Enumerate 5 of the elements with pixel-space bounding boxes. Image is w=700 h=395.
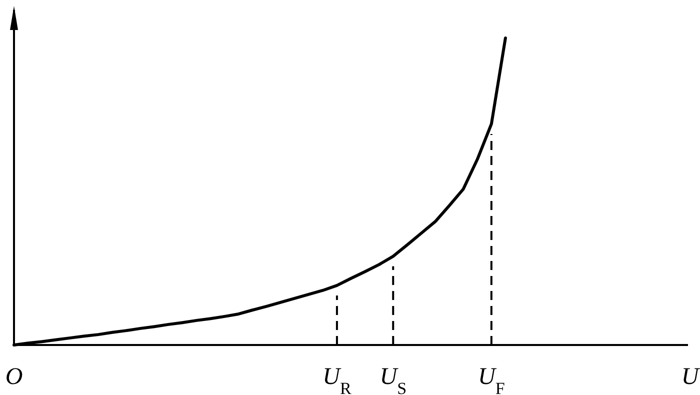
x-tick-label: U$_{S}$ (380, 364, 407, 395)
x-tick-label: U$_{F}$ (478, 364, 505, 395)
x-axis-title: U (681, 364, 700, 390)
x-tick-label: O (5, 364, 23, 390)
x-tick-label: U$_{R}$ (322, 364, 352, 395)
